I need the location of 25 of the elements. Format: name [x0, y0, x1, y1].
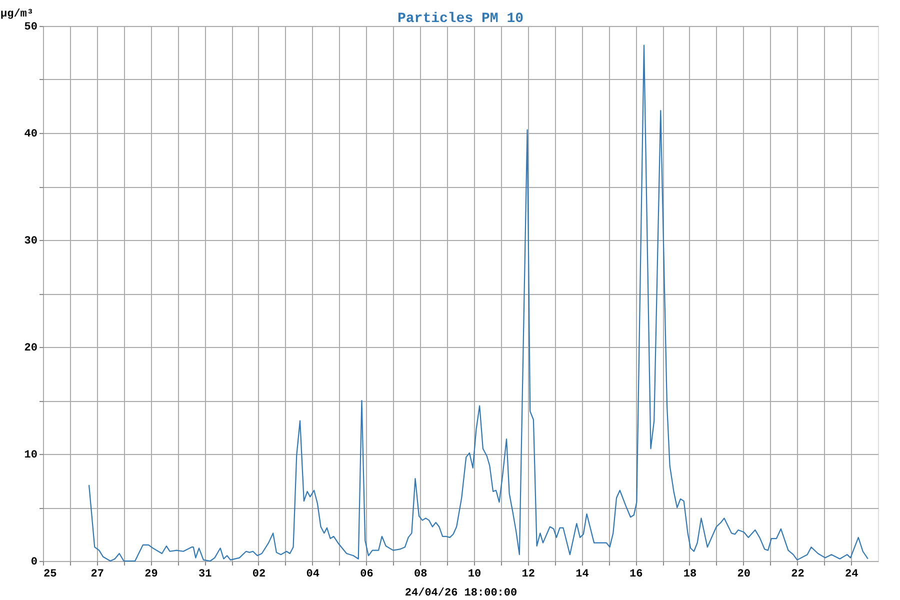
y-tick-label: 50: [24, 22, 38, 34]
x-tick-label: 22: [791, 568, 804, 580]
x-tick-label: 27: [90, 568, 104, 580]
y-tick-label: 30: [24, 236, 38, 248]
x-tick-label: 29: [144, 568, 158, 580]
y-tick-label: 0: [30, 556, 38, 568]
y-tick-label: 10: [24, 450, 38, 462]
x-tick-label: 20: [737, 568, 750, 580]
x-axis-title: 24/04/26 18:00:00: [404, 588, 518, 600]
x-tick-label: 10: [468, 568, 482, 580]
x-tick-label: 18: [683, 568, 697, 580]
chart-title: Particles PM 10: [397, 11, 524, 27]
x-tick-label: 14: [576, 568, 590, 580]
x-tick-label: 12: [522, 568, 535, 580]
y-tick-label: 20: [24, 342, 38, 354]
x-tick-label: 31: [198, 568, 212, 580]
x-tick-label: 04: [306, 568, 320, 580]
x-tick-label: 16: [629, 568, 643, 580]
y-axis-title: µg/m³: [0, 8, 34, 20]
x-tick-label: 08: [414, 568, 428, 580]
x-tick-label: 24: [844, 568, 859, 580]
x-tick-label: 02: [252, 568, 266, 580]
y-tick-label: 40: [24, 128, 38, 140]
x-tick-label: 06: [360, 568, 374, 580]
x-tick-label: 25: [44, 568, 58, 580]
